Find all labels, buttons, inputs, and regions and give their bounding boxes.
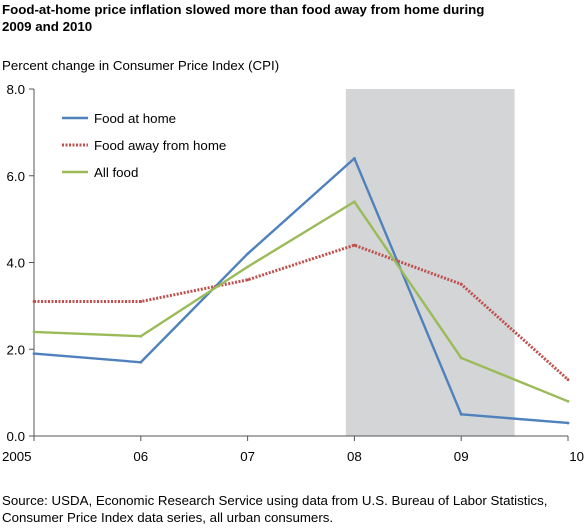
source-line-2: Consumer Price Index data series, all ur… bbox=[2, 510, 334, 525]
y-tick-label: 2.0 bbox=[7, 342, 26, 357]
data-point bbox=[459, 356, 463, 360]
data-point bbox=[32, 330, 36, 334]
data-point bbox=[139, 300, 143, 303]
chart-title-line-2: 2009 and 2010 bbox=[2, 19, 93, 34]
legend-label: Food away from home bbox=[94, 138, 226, 153]
data-point bbox=[566, 421, 570, 425]
x-tick-label: 07 bbox=[240, 449, 255, 464]
data-point bbox=[32, 300, 36, 303]
series-line-food-away-from-home bbox=[34, 243, 569, 381]
data-point bbox=[566, 378, 570, 382]
x-tick-label: 09 bbox=[454, 449, 469, 464]
y-tick-label: 4.0 bbox=[7, 256, 26, 271]
legend-label: Food at home bbox=[94, 111, 176, 126]
data-point bbox=[566, 399, 570, 403]
data-point bbox=[353, 157, 356, 160]
source-note: Source: USDA, Economic Research Service … bbox=[2, 492, 586, 526]
shaded-period bbox=[345, 89, 515, 436]
data-point bbox=[246, 252, 250, 256]
y-tick-label: 0.0 bbox=[7, 429, 26, 444]
x-tick-label: 10 bbox=[569, 449, 584, 464]
data-point bbox=[353, 243, 356, 247]
chart-title: Food-at-home price inflation slowed more… bbox=[2, 1, 562, 35]
series-line-food-at-home bbox=[33, 157, 569, 425]
source-line-1: Source: USDA, Economic Research Service … bbox=[2, 493, 548, 508]
series-line-all-food bbox=[33, 200, 569, 403]
y-axis-subtitle: Percent change in Consumer Price Index (… bbox=[2, 58, 280, 73]
data-point bbox=[246, 265, 250, 269]
y-tick-label: 6.0 bbox=[7, 169, 26, 184]
x-tick-label: 08 bbox=[347, 449, 362, 464]
data-point bbox=[459, 412, 463, 416]
data-point bbox=[459, 282, 463, 286]
data-point bbox=[139, 334, 143, 338]
data-point bbox=[353, 200, 356, 204]
x-tick-label: 2005 bbox=[2, 449, 32, 464]
legend-label: All food bbox=[94, 165, 138, 180]
chart-title-line-1: Food-at-home price inflation slowed more… bbox=[2, 2, 485, 17]
x-tick-label: 06 bbox=[133, 449, 148, 464]
data-point bbox=[32, 352, 36, 355]
data-point bbox=[139, 360, 143, 364]
data-point bbox=[246, 278, 250, 282]
y-tick-label: 8.0 bbox=[7, 82, 26, 97]
